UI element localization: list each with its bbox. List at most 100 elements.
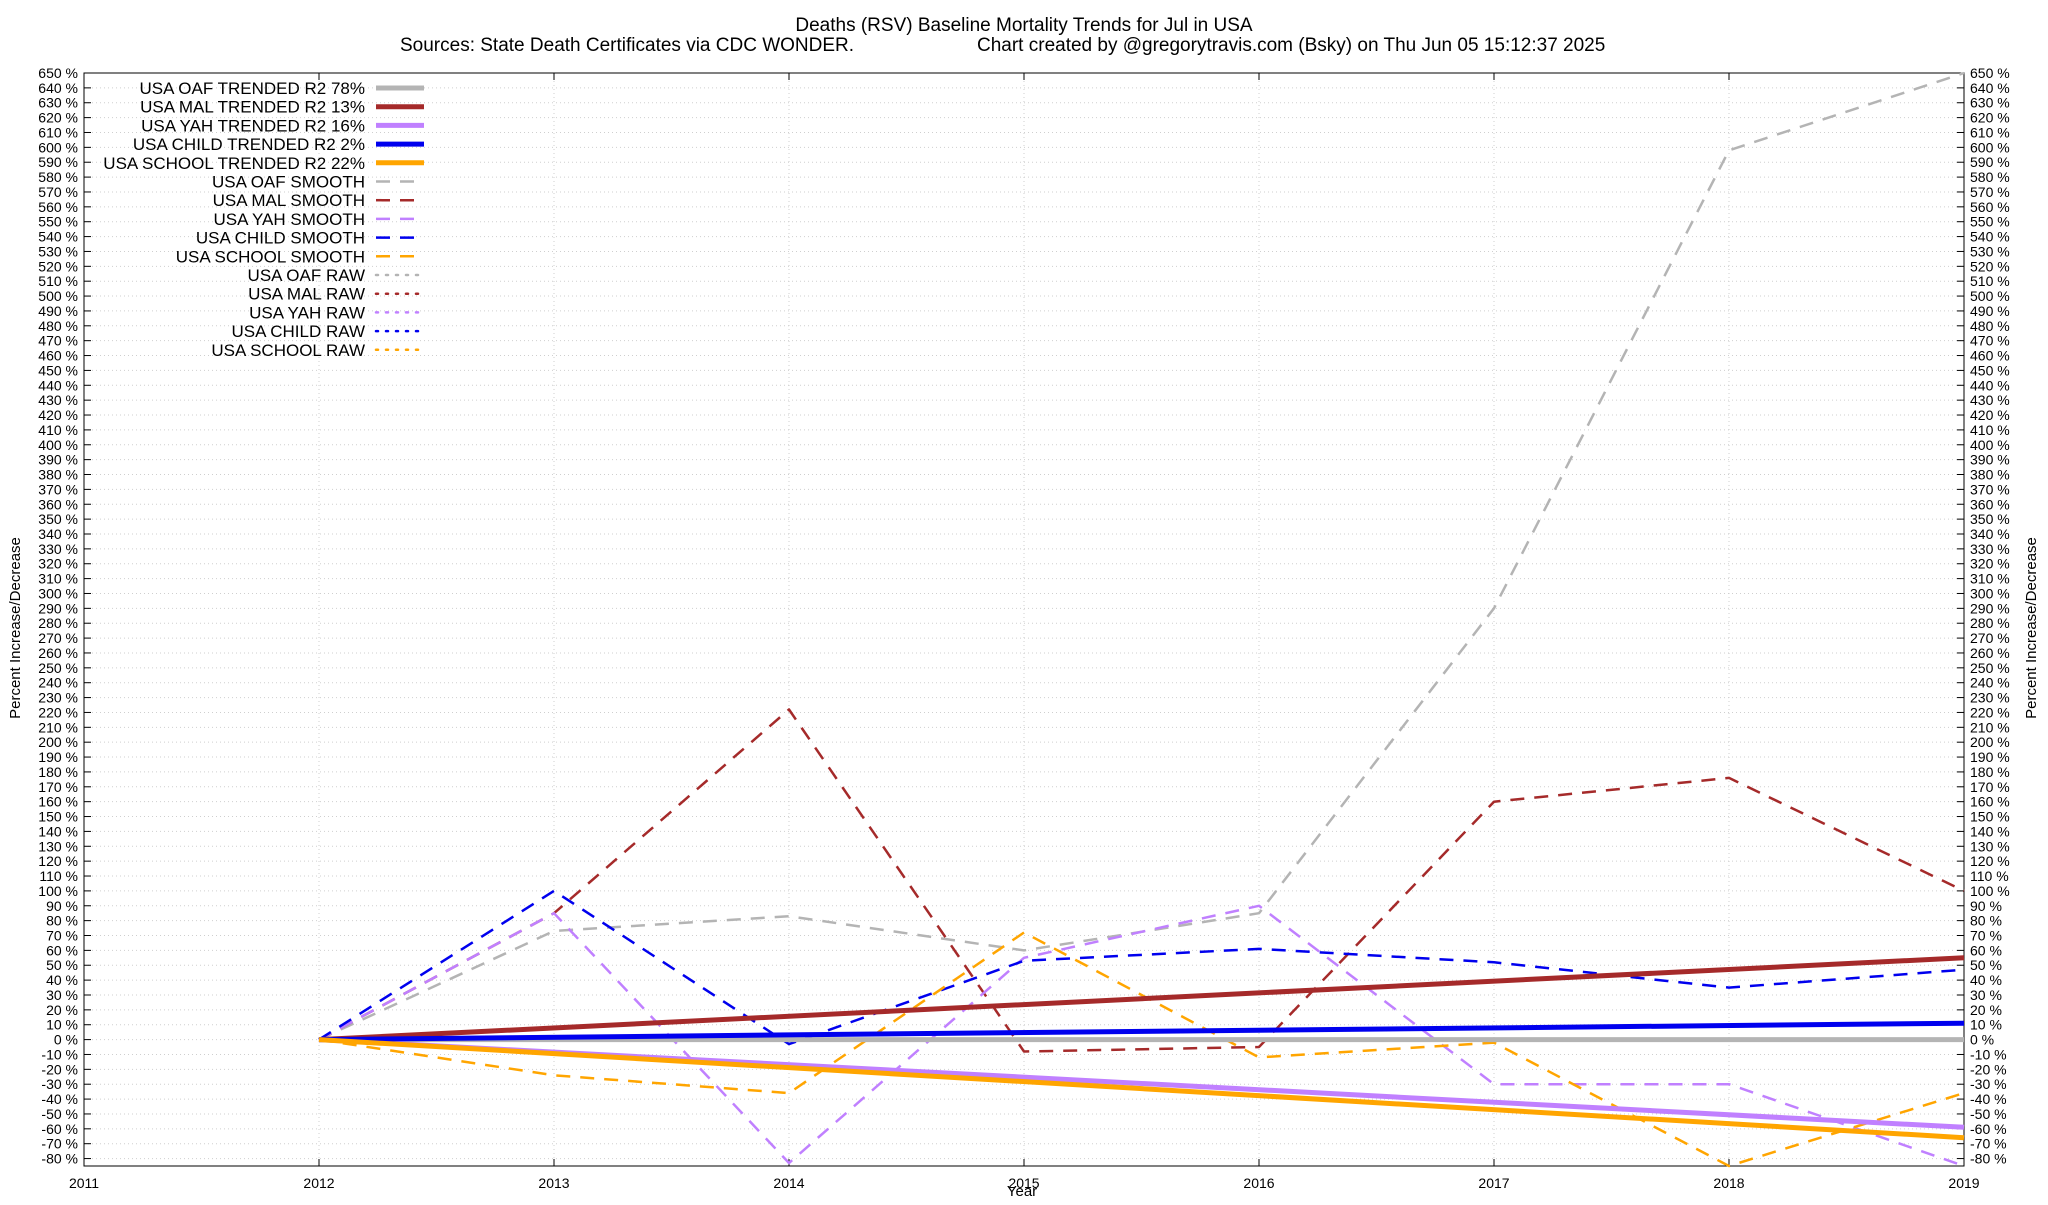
y2-tick-label: 430 % — [1970, 392, 2010, 408]
y2-tick-label: 570 % — [1970, 184, 2010, 200]
plot-series — [318, 71, 1965, 1168]
y-tick-label: 460 % — [38, 348, 78, 364]
y-tick-label: -70 % — [41, 1136, 78, 1152]
y-tick-label: 410 % — [38, 422, 78, 438]
y-tick-label: 500 % — [38, 288, 78, 304]
series-line — [318, 708, 1965, 1053]
y-tick-label: 160 % — [38, 794, 78, 810]
y2-tick-label: 500 % — [1970, 288, 2010, 304]
y-tick-label: 30 % — [46, 987, 78, 1003]
y-tick-label: 190 % — [38, 749, 78, 765]
legend-entry-label: USA OAF TRENDED R2 78% — [140, 79, 365, 98]
y2-tick-label: 230 % — [1970, 690, 2010, 706]
y-axis-title: Percent Increase/Decrease — [7, 537, 24, 719]
y-tick-label: 320 % — [38, 556, 78, 572]
y-tick-label: 220 % — [38, 704, 78, 720]
legend-entry-label: USA SCHOOL TRENDED R2 22% — [103, 154, 365, 173]
y2-tick-label: 20 % — [1970, 1002, 2002, 1018]
y2-tick-label: 10 % — [1970, 1017, 2002, 1033]
y-tick-label: 440 % — [38, 377, 78, 393]
y2-tick-label: 290 % — [1970, 600, 2010, 616]
legend-entry-label: USA OAF SMOOTH — [212, 173, 365, 192]
y2-tick-label: 210 % — [1970, 719, 2010, 735]
y-tick-label: 490 % — [38, 303, 78, 319]
y2-tick-label: 460 % — [1970, 348, 2010, 364]
y2-tick-label: 140 % — [1970, 823, 2010, 839]
y-tick-label: 340 % — [38, 526, 78, 542]
y-tick-label: 260 % — [38, 645, 78, 661]
y2-tick-label: 160 % — [1970, 794, 2010, 810]
y-tick-label: -10 % — [41, 1046, 78, 1062]
y2-tick-label: 280 % — [1970, 615, 2010, 631]
y2-tick-label: 130 % — [1970, 838, 2010, 854]
y2-tick-label: 550 % — [1970, 214, 2010, 230]
y-tick-label: 400 % — [38, 437, 78, 453]
y2-tick-label: 70 % — [1970, 928, 2002, 944]
x-tick-label: 2016 — [1243, 1175, 1274, 1191]
y2-tick-label: 530 % — [1970, 243, 2010, 259]
y-tick-label: 330 % — [38, 541, 78, 557]
legend-entry-label: USA OAF RAW — [248, 266, 365, 285]
axes: -80 % -80 %-70 % -70 %-60 % -60 %-50 % -50 %… — [38, 65, 2009, 1191]
y2-tick-label: 590 % — [1970, 154, 2010, 170]
y-tick-label: 560 % — [38, 199, 78, 215]
y2-axis-title: Percent Increase/Decrease — [2023, 537, 2040, 719]
y2-tick-label: 390 % — [1970, 452, 2010, 468]
y2-tick-label: -40 % — [1970, 1091, 2007, 1107]
y2-tick-label: 540 % — [1970, 229, 2010, 245]
y-tick-label: 600 % — [38, 139, 78, 155]
y2-tick-label: 40 % — [1970, 972, 2002, 988]
y-tick-label: 620 % — [38, 110, 78, 126]
y-tick-label: -40 % — [41, 1091, 78, 1107]
y-tick-label: 510 % — [38, 273, 78, 289]
x-tick-label: 2015 — [1008, 1175, 1039, 1191]
y-tick-label: 280 % — [38, 615, 78, 631]
y2-tick-label: 350 % — [1970, 511, 2010, 527]
y2-tick-label: 340 % — [1970, 526, 2010, 542]
y-tick-label: 360 % — [38, 496, 78, 512]
y-tick-label: 80 % — [46, 913, 78, 929]
y-tick-label: 430 % — [38, 392, 78, 408]
y-tick-label: 180 % — [38, 764, 78, 780]
x-tick-label: 2013 — [538, 1175, 569, 1191]
legend-entry-label: USA YAH SMOOTH — [214, 210, 365, 229]
y-tick-label: 170 % — [38, 779, 78, 795]
y-tick-label: 480 % — [38, 318, 78, 334]
y2-tick-label: 470 % — [1970, 333, 2010, 349]
y-tick-label: 530 % — [38, 243, 78, 259]
y2-tick-label: 620 % — [1970, 110, 2010, 126]
y-tick-label: 40 % — [46, 972, 78, 988]
y2-tick-label: 560 % — [1970, 199, 2010, 215]
x-tick-label: 2012 — [303, 1175, 334, 1191]
y-tick-label: 120 % — [38, 853, 78, 869]
legend-entry-label: USA MAL TRENDED R2 13% — [140, 98, 365, 117]
y2-tick-label: 600 % — [1970, 139, 2010, 155]
y-tick-label: 590 % — [38, 154, 78, 170]
y-tick-label: 50 % — [46, 957, 78, 973]
y-tick-label: 350 % — [38, 511, 78, 527]
chart-subtitle-credit: Chart created by @gregorytravis.com (Bsk… — [977, 35, 1605, 56]
y2-tick-label: 580 % — [1970, 169, 2010, 185]
y-tick-label: 210 % — [38, 719, 78, 735]
y2-tick-label: 440 % — [1970, 377, 2010, 393]
y2-tick-label: 490 % — [1970, 303, 2010, 319]
y-tick-label: 650 % — [38, 65, 78, 81]
y2-tick-label: 30 % — [1970, 987, 2002, 1003]
y-tick-label: 130 % — [38, 838, 78, 854]
y2-tick-label: 180 % — [1970, 764, 2010, 780]
y-tick-label: 610 % — [38, 124, 78, 140]
y2-tick-label: 320 % — [1970, 556, 2010, 572]
y2-tick-label: 0 % — [1970, 1032, 1994, 1048]
legend-entry-label: USA SCHOOL RAW — [211, 341, 365, 360]
y2-tick-label: 640 % — [1970, 80, 2010, 96]
series-line — [318, 1037, 1965, 1141]
y-tick-label: 100 % — [38, 883, 78, 899]
y2-tick-label: 190 % — [1970, 749, 2010, 765]
y-tick-label: 60 % — [46, 942, 78, 958]
y-tick-label: -30 % — [41, 1076, 78, 1092]
y-tick-label: 540 % — [38, 229, 78, 245]
y-tick-label: 150 % — [38, 809, 78, 825]
y-tick-label: 300 % — [38, 585, 78, 601]
x-tick-label: 2019 — [1948, 1175, 1979, 1191]
